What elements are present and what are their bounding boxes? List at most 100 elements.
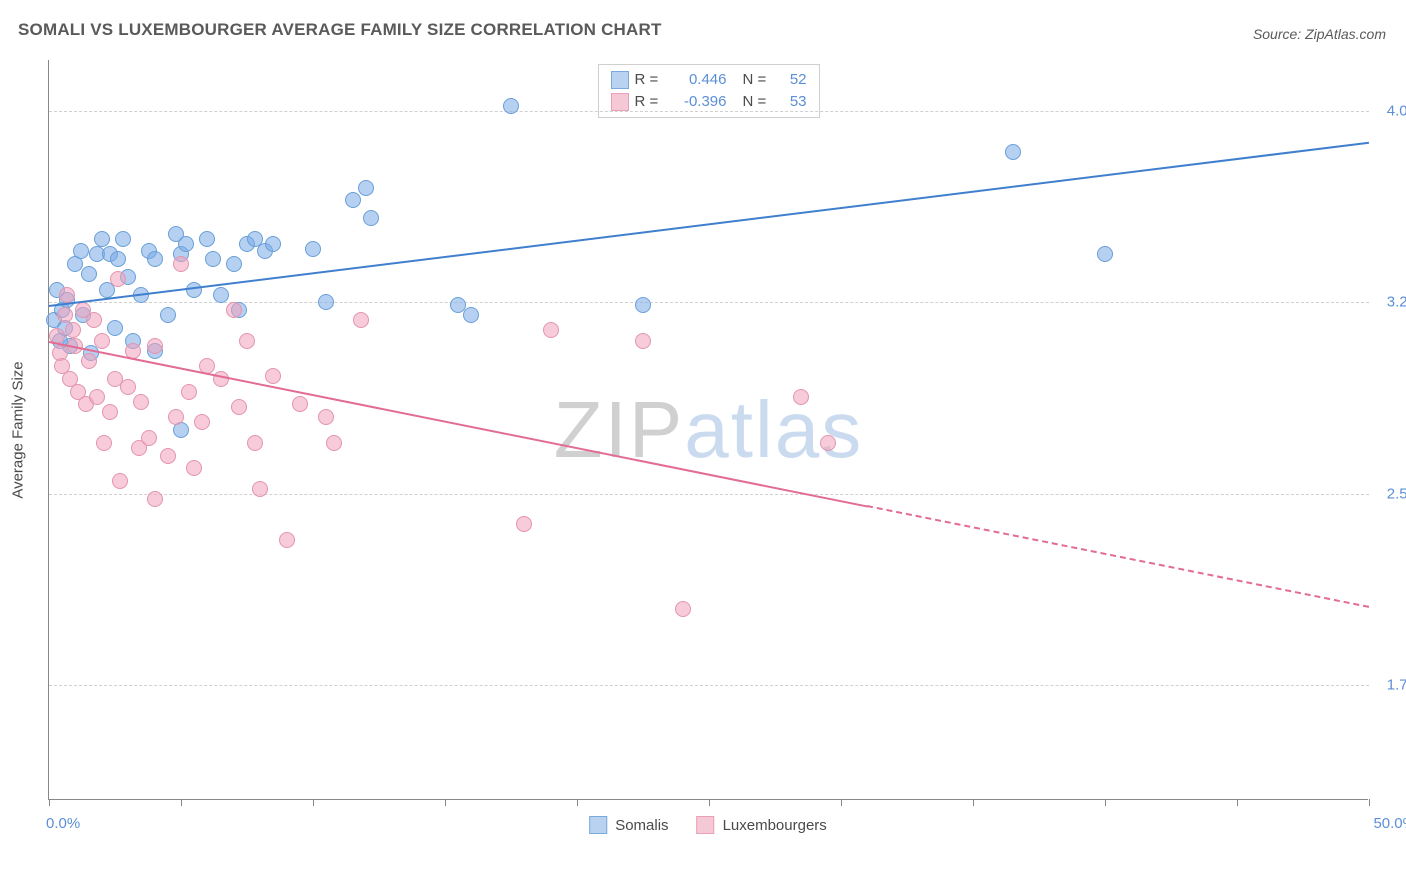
data-point xyxy=(516,516,532,532)
r-label: R = xyxy=(635,69,665,91)
data-point xyxy=(133,394,149,410)
x-tick xyxy=(1369,799,1370,806)
data-point xyxy=(194,414,210,430)
n-value-luxembourgers: 53 xyxy=(779,91,807,113)
trend-line xyxy=(867,505,1369,608)
data-point xyxy=(73,243,89,259)
data-point xyxy=(147,338,163,354)
data-point xyxy=(199,231,215,247)
legend-label-luxembourgers: Luxembourgers xyxy=(723,817,827,834)
x-tick xyxy=(973,799,974,806)
data-point xyxy=(820,435,836,451)
y-tick-label: 1.75 xyxy=(1372,677,1406,694)
data-point xyxy=(353,312,369,328)
n-label: N = xyxy=(743,69,773,91)
data-point xyxy=(110,271,126,287)
x-axis-min-label: 0.0% xyxy=(46,815,80,832)
n-value-somalis: 52 xyxy=(779,69,807,91)
data-point xyxy=(213,371,229,387)
data-point xyxy=(247,435,263,451)
data-point xyxy=(226,256,242,272)
plot-region: ZIPatlas R = 0.446 N = 52 R = -0.396 N =… xyxy=(48,60,1368,800)
data-point xyxy=(265,368,281,384)
x-tick xyxy=(313,799,314,806)
data-point xyxy=(186,460,202,476)
data-point xyxy=(265,236,281,252)
r-value-somalis: 0.446 xyxy=(671,69,727,91)
data-point xyxy=(59,287,75,303)
source-attribution: Source: ZipAtlas.com xyxy=(1253,26,1386,42)
data-point xyxy=(160,448,176,464)
watermark-atlas: atlas xyxy=(684,385,863,474)
gridline xyxy=(49,494,1369,495)
y-axis-title: Average Family Size xyxy=(10,361,27,498)
x-axis-max-label: 50.0% xyxy=(1373,815,1406,832)
data-point xyxy=(178,236,194,252)
data-point xyxy=(81,266,97,282)
data-point xyxy=(173,256,189,272)
x-tick xyxy=(181,799,182,806)
data-point xyxy=(318,294,334,310)
data-point xyxy=(503,98,519,114)
data-point xyxy=(102,404,118,420)
data-point xyxy=(793,389,809,405)
data-point xyxy=(147,491,163,507)
data-point xyxy=(1097,246,1113,262)
y-tick-label: 4.00 xyxy=(1372,103,1406,120)
data-point xyxy=(181,384,197,400)
data-point xyxy=(110,251,126,267)
data-point xyxy=(147,251,163,267)
data-point xyxy=(107,320,123,336)
legend: Somalis Luxembourgers xyxy=(589,816,827,834)
data-point xyxy=(94,231,110,247)
stats-row-luxembourgers: R = -0.396 N = 53 xyxy=(611,91,807,113)
data-point xyxy=(326,435,342,451)
swatch-somalis xyxy=(611,71,629,89)
stats-row-somalis: R = 0.446 N = 52 xyxy=(611,69,807,91)
x-tick xyxy=(709,799,710,806)
correlation-stats-box: R = 0.446 N = 52 R = -0.396 N = 53 xyxy=(598,64,820,118)
data-point xyxy=(543,322,559,338)
data-point xyxy=(318,409,334,425)
data-point xyxy=(635,297,651,313)
chart-area: ZIPatlas R = 0.446 N = 52 R = -0.396 N =… xyxy=(48,60,1368,800)
data-point xyxy=(635,333,651,349)
x-tick xyxy=(1237,799,1238,806)
x-tick xyxy=(445,799,446,806)
data-point xyxy=(305,241,321,257)
data-point xyxy=(81,353,97,369)
data-point xyxy=(1005,144,1021,160)
swatch-luxembourgers xyxy=(611,93,629,111)
legend-swatch-somalis xyxy=(589,816,607,834)
y-tick-label: 2.50 xyxy=(1372,485,1406,502)
data-point xyxy=(675,601,691,617)
y-tick-label: 3.25 xyxy=(1372,294,1406,311)
data-point xyxy=(160,307,176,323)
chart-title: SOMALI VS LUXEMBOURGER AVERAGE FAMILY SI… xyxy=(18,20,662,40)
watermark: ZIPatlas xyxy=(554,384,863,476)
data-point xyxy=(89,389,105,405)
legend-item-luxembourgers: Luxembourgers xyxy=(697,816,827,834)
data-point xyxy=(86,312,102,328)
x-tick xyxy=(841,799,842,806)
data-point xyxy=(65,322,81,338)
data-point xyxy=(292,396,308,412)
x-tick xyxy=(49,799,50,806)
data-point xyxy=(94,333,110,349)
data-point xyxy=(120,379,136,395)
data-point xyxy=(213,287,229,303)
source-name: ZipAtlas.com xyxy=(1305,26,1386,42)
data-point xyxy=(231,399,247,415)
gridline xyxy=(49,302,1369,303)
data-point xyxy=(168,409,184,425)
data-point xyxy=(57,307,73,323)
data-point xyxy=(239,333,255,349)
data-point xyxy=(205,251,221,267)
data-point xyxy=(279,532,295,548)
data-point xyxy=(141,430,157,446)
source-prefix: Source: xyxy=(1253,26,1305,42)
gridline xyxy=(49,685,1369,686)
watermark-z: Z xyxy=(554,385,605,474)
data-point xyxy=(96,435,112,451)
gridline xyxy=(49,111,1369,112)
